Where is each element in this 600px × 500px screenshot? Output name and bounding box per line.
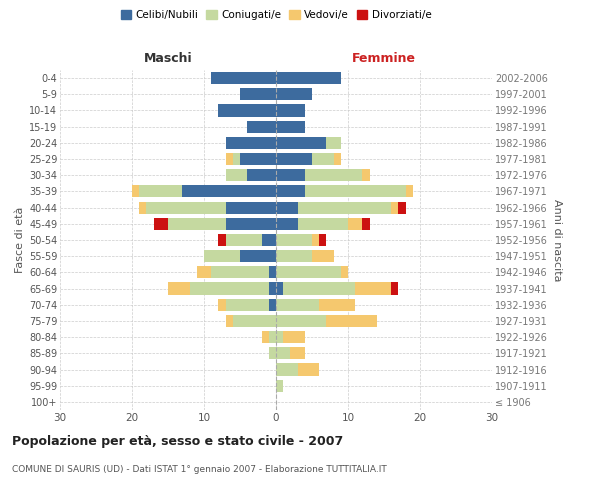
Bar (233, 315, 276, 327)
Bar (276, 364, 298, 376)
Bar (276, 331, 283, 343)
Bar (276, 282, 283, 294)
Bar (276, 153, 312, 165)
Bar (168, 282, 190, 294)
Bar (276, 202, 298, 213)
Bar (276, 380, 283, 392)
Bar (262, 331, 269, 343)
Bar (312, 234, 319, 246)
Bar (276, 234, 312, 246)
Bar (283, 282, 355, 294)
Bar (276, 88, 312, 101)
Bar (168, 218, 226, 230)
Bar (226, 218, 276, 230)
Bar (276, 298, 319, 311)
Bar (218, 234, 226, 246)
Bar (319, 298, 355, 311)
Bar (218, 104, 276, 117)
Bar (269, 348, 276, 360)
Bar (182, 186, 276, 198)
Bar (326, 137, 341, 149)
Y-axis label: Fasce di età: Fasce di età (14, 207, 25, 273)
Bar (204, 250, 240, 262)
Bar (226, 298, 269, 311)
Bar (211, 72, 276, 84)
Bar (362, 218, 370, 230)
Bar (276, 186, 305, 198)
Bar (276, 315, 326, 327)
Bar (355, 282, 391, 294)
Bar (276, 137, 326, 149)
Bar (247, 120, 276, 132)
Bar (276, 218, 298, 230)
Bar (326, 315, 377, 327)
Bar (276, 72, 341, 84)
Bar (312, 250, 334, 262)
Bar (305, 169, 362, 181)
Bar (197, 266, 211, 278)
Bar (240, 88, 276, 101)
Text: Maschi: Maschi (143, 52, 193, 65)
Bar (391, 282, 398, 294)
Bar (290, 348, 305, 360)
Bar (391, 202, 398, 213)
Bar (233, 153, 240, 165)
Text: COMUNE DI SAURIS (UD) - Dati ISTAT 1° gennaio 2007 - Elaborazione TUTTITALIA.IT: COMUNE DI SAURIS (UD) - Dati ISTAT 1° ge… (12, 465, 387, 474)
Text: Femmine: Femmine (352, 52, 416, 65)
Bar (211, 266, 269, 278)
Bar (139, 202, 146, 213)
Bar (226, 202, 276, 213)
Bar (276, 120, 305, 132)
Bar (276, 266, 341, 278)
Bar (269, 331, 276, 343)
Bar (247, 169, 276, 181)
Bar (341, 266, 348, 278)
Bar (406, 186, 413, 198)
Bar (398, 202, 406, 213)
Bar (240, 250, 276, 262)
Bar (269, 282, 276, 294)
Bar (283, 331, 305, 343)
Bar (276, 104, 305, 117)
Bar (276, 169, 305, 181)
Bar (226, 315, 233, 327)
Bar (146, 202, 226, 213)
Bar (298, 202, 391, 213)
Bar (269, 266, 276, 278)
Bar (334, 153, 341, 165)
Bar (276, 250, 312, 262)
Bar (132, 186, 139, 198)
Bar (262, 234, 276, 246)
Bar (154, 218, 168, 230)
Bar (298, 218, 348, 230)
Bar (348, 218, 362, 230)
Bar (362, 169, 370, 181)
Bar (218, 298, 226, 311)
Bar (305, 186, 406, 198)
Bar (240, 153, 276, 165)
Y-axis label: Anni di nascita: Anni di nascita (552, 198, 562, 281)
Text: Popolazione per età, sesso e stato civile - 2007: Popolazione per età, sesso e stato civil… (12, 435, 343, 448)
Bar (269, 298, 276, 311)
Bar (276, 348, 290, 360)
Bar (190, 282, 269, 294)
Bar (226, 153, 233, 165)
Legend: Celibi/Nubili, Coniugati/e, Vedovi/e, Divorziati/e: Celibi/Nubili, Coniugati/e, Vedovi/e, Di… (121, 10, 431, 20)
Bar (298, 364, 319, 376)
Bar (312, 153, 334, 165)
Bar (226, 234, 262, 246)
Bar (226, 137, 276, 149)
Bar (139, 186, 182, 198)
Bar (226, 169, 247, 181)
Bar (319, 234, 326, 246)
